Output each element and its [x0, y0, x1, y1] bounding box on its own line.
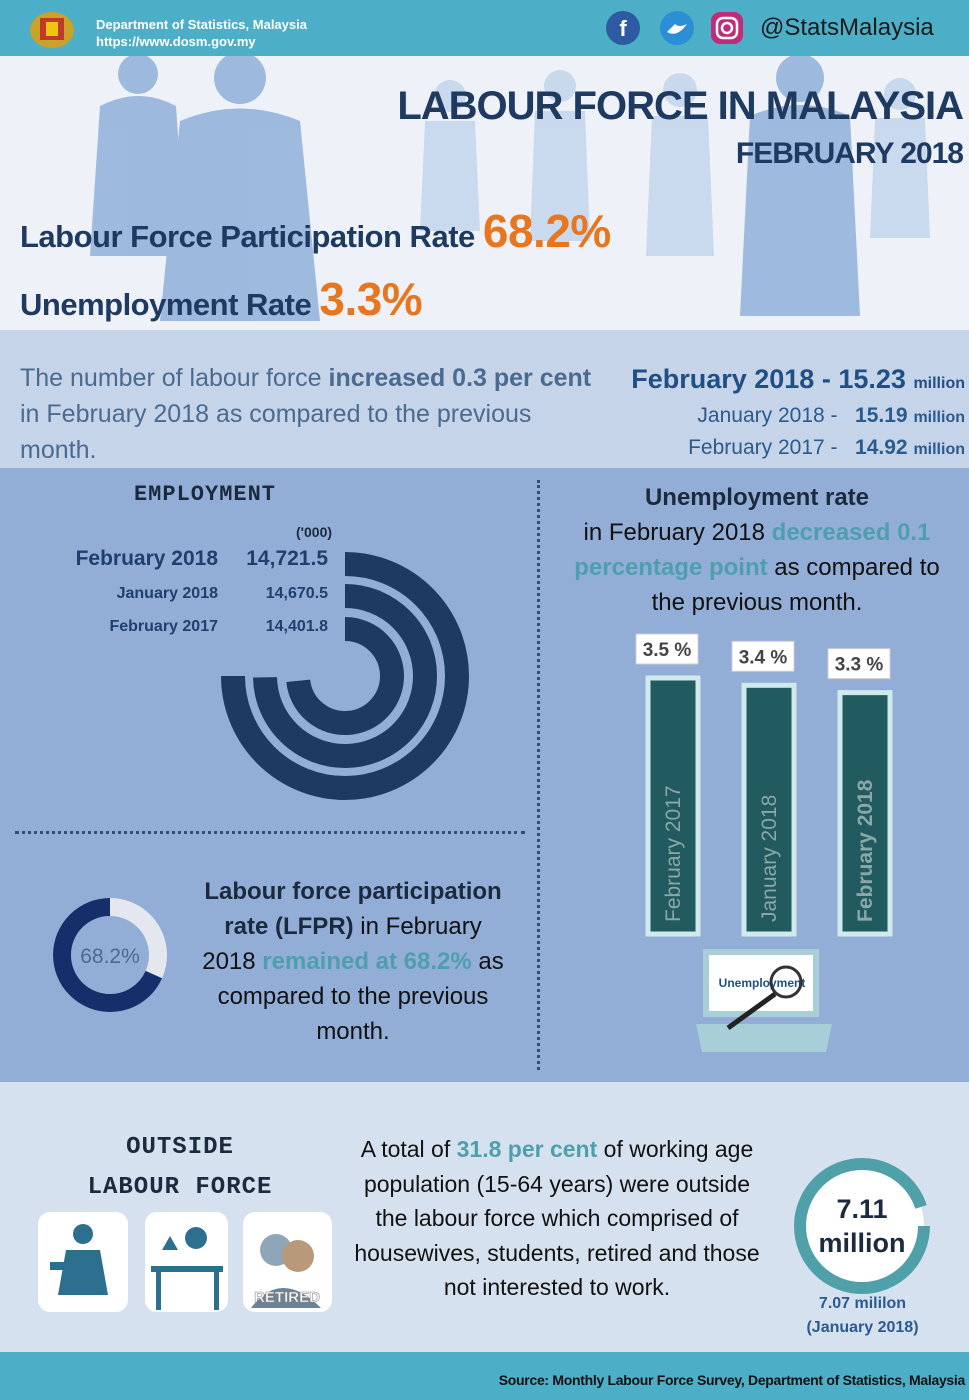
social-icons: f	[606, 11, 743, 45]
labour-force-text: The number of labour force increased 0.3…	[20, 360, 610, 468]
period-label: February 2017	[109, 618, 218, 635]
period-label: February 2018	[76, 547, 219, 570]
title-line: OUTSIDE	[126, 1134, 234, 1161]
org-url[interactable]: https://www.dosm.gov.my	[96, 34, 256, 49]
headline-lfpr: Labour Force Participation Rate 68.2%	[20, 204, 611, 258]
text-highlight: increased 0.3 per cent	[328, 364, 592, 392]
text-highlight: decreased 0.1 percentage point	[574, 519, 931, 581]
bar	[645, 675, 701, 937]
title-block: LABOUR FORCE IN MALAYSIA FEBRUARY 2018	[397, 84, 964, 171]
headline-unemployment: Unemployment Rate 3.3%	[20, 272, 423, 326]
org-block: Department of Statistics, Malaysia https…	[96, 16, 307, 50]
org-name: Department of Statistics, Malaysia	[96, 17, 307, 32]
retired-label: RETIRED	[254, 1289, 320, 1306]
svg-text:f: f	[619, 16, 627, 41]
title: LABOUR FORCE IN MALAYSIA	[397, 84, 964, 128]
silhouettes	[90, 56, 930, 321]
text-highlight: remained at 68.2%	[262, 948, 472, 975]
unemployment-text: Unemployment rate in February 2018 decre…	[560, 480, 954, 620]
divider	[15, 831, 525, 834]
bar-period: February 2017	[662, 785, 685, 922]
bar-label-box	[731, 640, 795, 672]
previous-period: (January 2018)	[806, 1319, 919, 1336]
period-label: January 2018	[117, 585, 219, 602]
previous-value: 7.07 mililon	[818, 1295, 907, 1312]
text-part: in February 2018 as compared to the prev…	[20, 400, 532, 464]
headline-value: 3.3%	[319, 273, 423, 325]
value: 15.23	[838, 364, 906, 394]
outside-text: A total of 31.8 per cent of working age …	[350, 1132, 764, 1305]
subtitle: FEBRUARY 2018	[735, 137, 964, 170]
laptop-base	[696, 1024, 832, 1052]
lfpr-text: Labour force participation rate (LFPR) i…	[196, 874, 510, 1049]
text-part: as compared to the previous month.	[651, 554, 940, 616]
outside-icons: RETIRED	[38, 1212, 332, 1312]
outside-title: OUTSIDE LABOUR FORCE	[40, 1128, 320, 1208]
magnifier-handle	[726, 991, 777, 1031]
employment-arc	[253, 584, 437, 768]
headline-label: Labour Force Participation Rate	[20, 219, 475, 254]
donut-arc	[53, 898, 167, 1012]
labour-force-section: The number of labour force increased 0.3…	[0, 330, 969, 468]
facebook-icon[interactable]	[606, 11, 640, 45]
middle-graphics: February 2018 14,721.5 January 2018 14,670.…	[53, 547, 893, 1052]
bar-period: January 2018	[758, 795, 781, 922]
text-heading: Unemployment rate	[644, 484, 870, 511]
outside-value: 7.11	[836, 1194, 887, 1224]
footer-bar: Source: Monthly Labour Force Survey, Dep…	[0, 1352, 969, 1400]
value: 14.92	[855, 436, 908, 459]
magnifier	[769, 965, 803, 999]
value-label: 14,401.8	[266, 618, 328, 635]
employment-unit: ('000)	[296, 524, 333, 540]
outside-previous: 7.07 mililon (January 2018)	[790, 1292, 935, 1340]
donut-label: 68.2%	[80, 945, 140, 968]
unit: million	[913, 375, 965, 392]
laptop-label: Unemployment	[719, 976, 806, 990]
bar-label: 3.4 %	[739, 647, 788, 668]
crest-icon	[30, 12, 74, 48]
bar-label: 3.5 %	[643, 640, 692, 661]
value-label: 14,670.5	[266, 585, 328, 602]
value-label: 14,721.5	[246, 547, 328, 570]
employment-title: EMPLOYMENT	[133, 482, 277, 507]
header-bar: Department of Statistics, Malaysia https…	[0, 0, 969, 56]
text-part: as compared to the previous month.	[217, 948, 504, 1045]
source: Source: Monthly Labour Force Survey, Dep…	[498, 1372, 966, 1388]
period: February 2018 -	[631, 364, 831, 394]
text-part: in February 2018	[583, 519, 772, 546]
divider	[537, 480, 540, 1070]
value: 15.19	[855, 404, 908, 427]
social-handle[interactable]: @StatsMalaysia	[760, 14, 934, 41]
outside-unit: million	[819, 1228, 906, 1258]
bar-label: 3.3 %	[835, 655, 884, 676]
outside-section: OUTSIDE LABOUR FORCE RETIRED A total of …	[0, 1082, 969, 1352]
bar-label-box	[635, 633, 699, 665]
bar-period: February 2018	[854, 779, 877, 922]
text-highlight: 31.8 per cent	[456, 1136, 598, 1162]
employment-arc	[221, 552, 469, 800]
unit: million	[913, 441, 965, 458]
bar	[837, 690, 893, 937]
period: January 2018 -	[697, 404, 838, 427]
bar-label-box	[827, 648, 891, 680]
period: February 2017 -	[688, 436, 838, 459]
text-heading: Labour force participation rate (LFPR)	[204, 878, 502, 940]
headline-value: 68.2%	[482, 205, 611, 257]
headline-label: Unemployment Rate	[20, 287, 312, 322]
text-part: The number of labour force	[20, 364, 329, 392]
text-part: of working age population (15-64 years) …	[354, 1136, 760, 1300]
outside-circle: 7.11 million	[794, 1158, 930, 1294]
text-part: in February 2018	[202, 913, 482, 975]
unit: million	[913, 409, 965, 426]
labour-force-rows: February 2018 - 15.23 million January 20…	[631, 362, 965, 465]
text-part: A total of	[360, 1136, 457, 1162]
title-line: LABOUR FORCE	[87, 1174, 273, 1201]
bar	[741, 682, 797, 937]
employment-arc	[286, 617, 404, 735]
